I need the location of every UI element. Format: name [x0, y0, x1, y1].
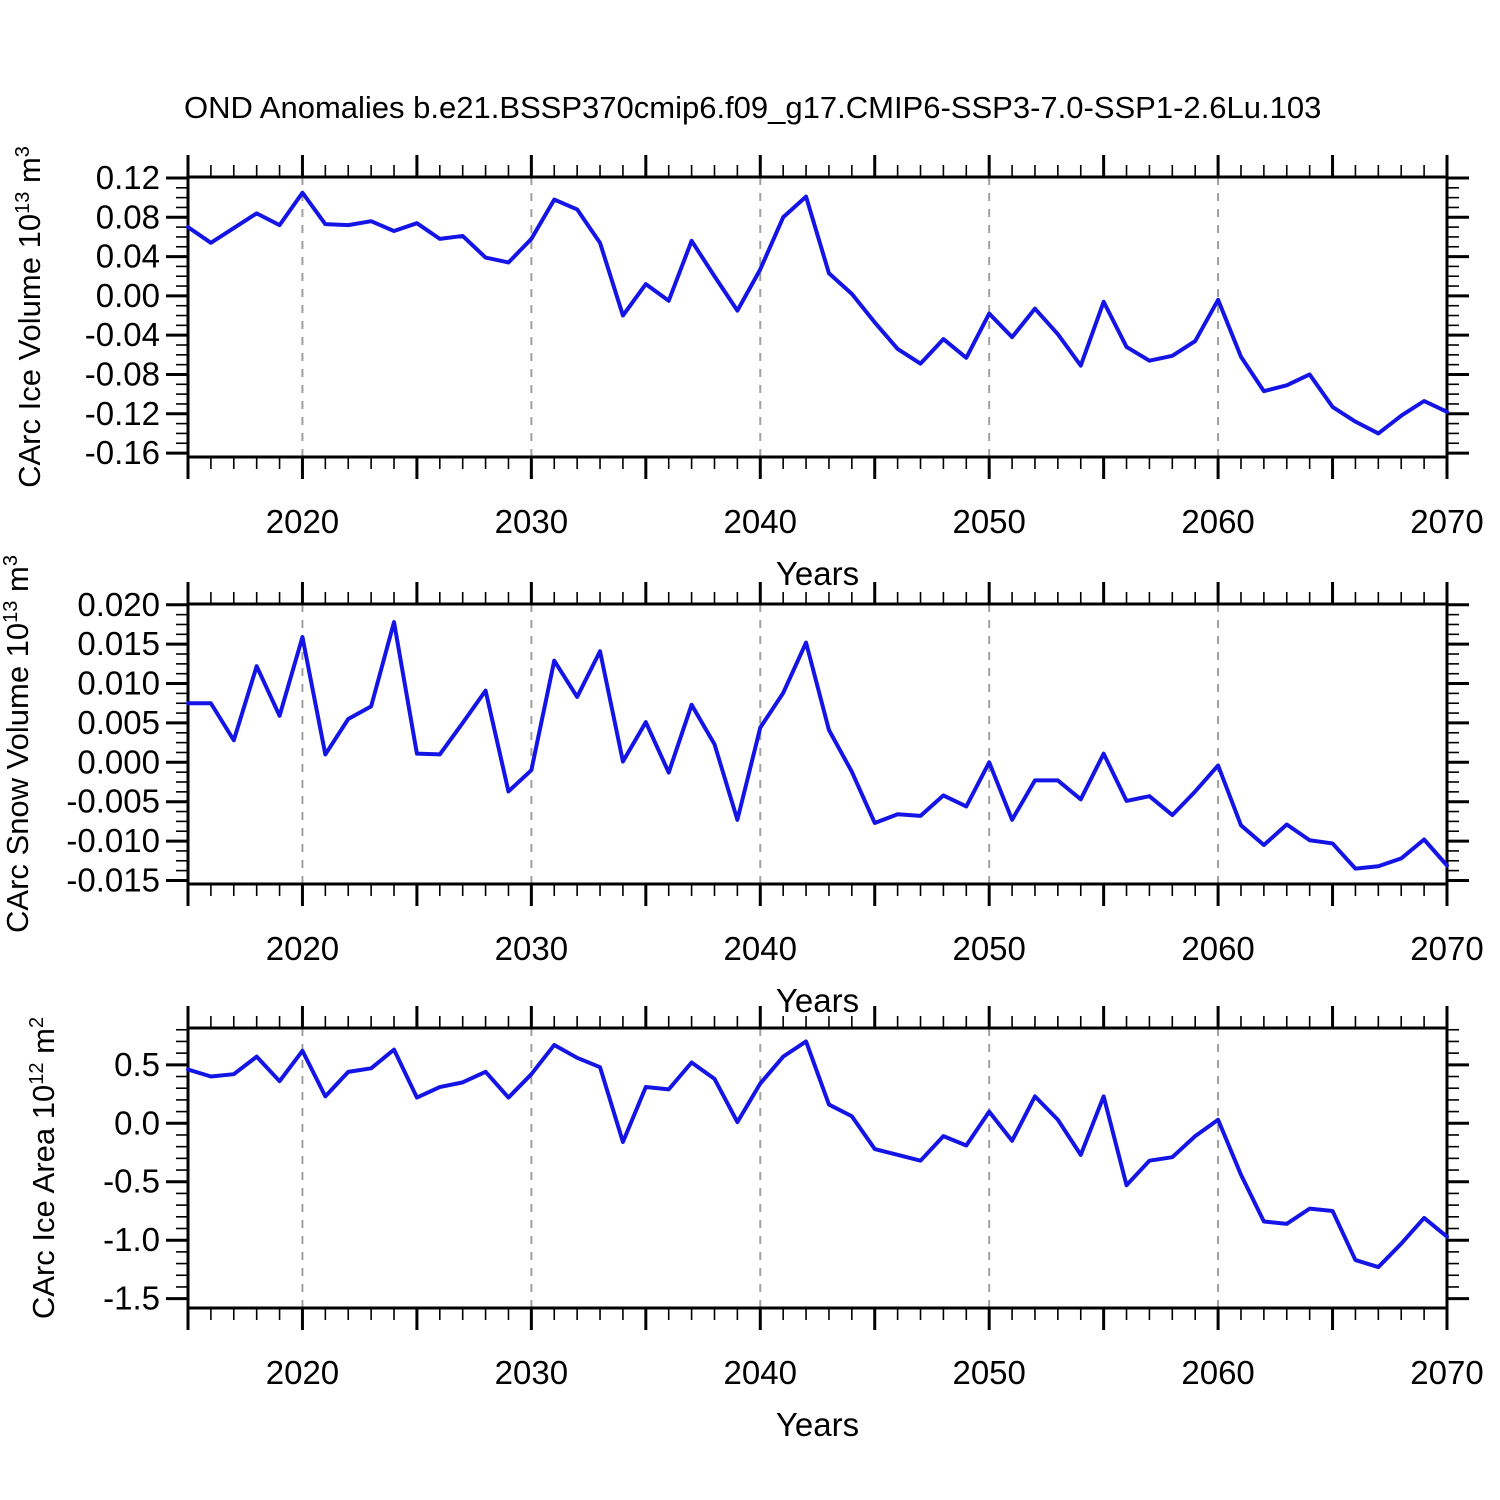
y-tick-label: -0.04	[85, 316, 160, 353]
x-axis-title: Years	[776, 982, 859, 1019]
y-tick-label: -0.08	[85, 355, 160, 392]
x-tick-label: 2020	[266, 503, 339, 540]
x-axis-title: Years	[776, 555, 859, 592]
y-tick-label: -1.5	[103, 1280, 160, 1317]
figure-title: OND Anomalies b.e21.BSSP370cmip6.f09_g17…	[184, 90, 1322, 125]
y-tick-label: -0.16	[85, 434, 160, 471]
y-tick-label: -0.010	[66, 822, 160, 859]
x-tick-label: 2050	[952, 1354, 1025, 1391]
y-tick-label: 0.5	[114, 1046, 160, 1083]
y-tick-label: -0.005	[66, 783, 160, 820]
x-tick-label: 2020	[266, 930, 339, 967]
y-tick-label: 0.020	[77, 586, 160, 623]
y-tick-label: 0.08	[96, 198, 160, 235]
x-tick-label: 2060	[1181, 503, 1254, 540]
ice-volume-data-line	[186, 190, 1449, 436]
y-tick-label: 0.0	[114, 1104, 160, 1141]
ice-area-data-line	[186, 1039, 1449, 1270]
x-tick-label: 2030	[495, 1354, 568, 1391]
x-tick-label: 2040	[724, 1354, 797, 1391]
y-tick-label: -0.015	[66, 861, 160, 898]
y-tick-label: 0.000	[77, 743, 160, 780]
x-tick-label: 2040	[724, 503, 797, 540]
plot-frame	[186, 1026, 1449, 1310]
y-tick-label: 0.015	[77, 625, 160, 662]
x-tick-label: 2060	[1181, 930, 1254, 967]
y-tick-label: 0.005	[77, 704, 160, 741]
x-tick-label: 2070	[1410, 503, 1483, 540]
y-tick-label: -0.12	[85, 395, 160, 432]
plot-frame	[186, 175, 1449, 459]
x-tick-label: 2070	[1410, 1354, 1483, 1391]
plot-frame	[186, 602, 1449, 886]
x-tick-label: 2050	[952, 503, 1025, 540]
x-tick-label: 2060	[1181, 1354, 1254, 1391]
y-tick-label: 0.00	[96, 277, 160, 314]
y-tick-label: 0.12	[96, 159, 160, 196]
x-tick-label: 2030	[495, 503, 568, 540]
snow-volume-data-line	[186, 620, 1449, 871]
y-tick-label: -1.0	[103, 1221, 160, 1258]
x-tick-label: 2040	[724, 930, 797, 967]
x-tick-label: 2020	[266, 1354, 339, 1391]
x-tick-label: 2030	[495, 930, 568, 967]
x-tick-label: 2050	[952, 930, 1025, 967]
y-tick-label: -0.5	[103, 1163, 160, 1200]
x-tick-label: 2070	[1410, 930, 1483, 967]
x-axis-title: Years	[776, 1406, 859, 1443]
y-tick-label: 0.010	[77, 665, 160, 702]
y-tick-label: 0.04	[96, 238, 160, 275]
